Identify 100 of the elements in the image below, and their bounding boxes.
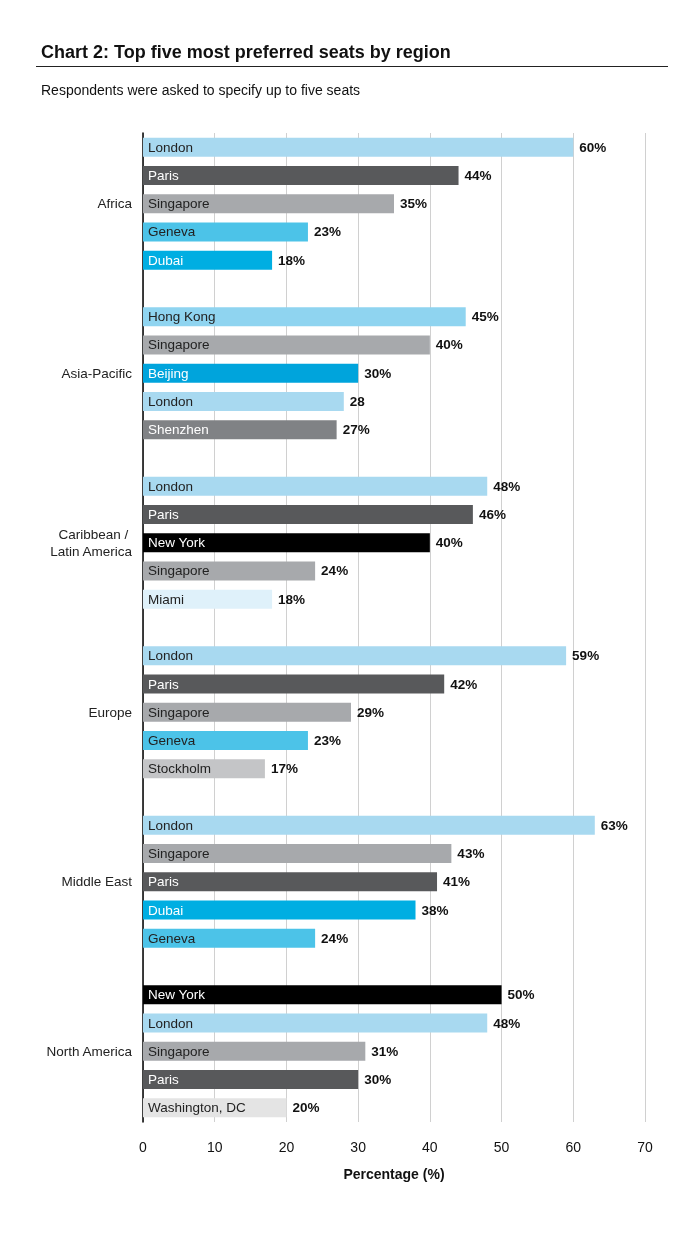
data-label: 38% (421, 902, 449, 918)
text: Caribbean / Latin America (50, 526, 133, 559)
text: Africa (97, 196, 133, 212)
y-tick-label: Geneva (148, 733, 196, 749)
y-tick-label: London (148, 393, 194, 409)
data-label: 40% (435, 337, 463, 353)
y-tick-label: Geneva (148, 930, 196, 946)
data-label: 43% (457, 846, 485, 862)
y-tick-label: Paris (148, 1072, 180, 1088)
data-label: 45% (471, 309, 499, 325)
data-label: 18% (278, 252, 306, 268)
bar (143, 844, 452, 864)
y-tick-label: New York (148, 987, 206, 1003)
y-tick-label: Paris (148, 167, 180, 183)
x-tick-label: 20 (278, 1139, 295, 1155)
data-label: 46% (478, 506, 506, 522)
y-tick-label: London (148, 1015, 194, 1031)
bar (143, 872, 438, 892)
y-tick-label: Singapore (148, 1043, 210, 1059)
y-tick-label: Geneva (148, 224, 196, 240)
bar (143, 307, 466, 327)
chart-title: Chart 2: Top five most preferred seats by region (41, 42, 451, 62)
y-tick-label: Shenzhen (148, 422, 209, 438)
bar (143, 194, 394, 214)
bar (143, 137, 574, 157)
y-tick-label: Singapore (148, 704, 210, 720)
data-label: 20% (292, 1100, 320, 1116)
data-label: 23% (313, 224, 341, 240)
data-label: 28 (349, 393, 366, 409)
x-tick-label: 0 (139, 1139, 148, 1155)
data-label: 44% (464, 167, 492, 183)
bar (143, 646, 567, 666)
data-label: 23% (313, 733, 341, 749)
bar (143, 589, 273, 609)
bar (143, 335, 430, 355)
data-label: 48% (493, 1015, 521, 1031)
y-tick-label: Dubai (148, 252, 184, 268)
text: North America (46, 1043, 133, 1059)
data-label: 59% (572, 648, 600, 664)
text: Middle East (61, 874, 133, 890)
bar (143, 363, 359, 383)
data-label: 17% (270, 761, 298, 777)
x-tick-label: 50 (493, 1139, 510, 1155)
y-tick-label: London (148, 648, 194, 664)
data-label: 31% (371, 1043, 399, 1059)
y-tick-label: Singapore (148, 337, 210, 353)
data-label: 30% (364, 365, 392, 381)
data-label: 41% (443, 874, 471, 890)
x-tick-label: 40 (422, 1139, 438, 1155)
bar (143, 702, 351, 722)
data-label: 63% (600, 817, 628, 833)
y-tick-label: Dubai (148, 902, 184, 918)
data-label: 29% (356, 704, 384, 720)
data-label: 18% (278, 591, 306, 607)
text: Asia-Pacific (61, 365, 133, 381)
bar (143, 222, 308, 242)
bar (143, 476, 488, 496)
bar (143, 674, 445, 694)
y-tick-label: London (148, 817, 194, 833)
bar (143, 900, 416, 920)
x-tick-label: 60 (565, 1139, 582, 1155)
data-label: 24% (321, 563, 349, 579)
bar (143, 928, 316, 948)
y-tick-label: Hong Kong (148, 309, 216, 325)
y-tick-label: Singapore (148, 563, 210, 579)
bar (143, 1070, 359, 1090)
bar (143, 1013, 488, 1033)
data-label: 30% (364, 1072, 392, 1088)
data-label: 60% (579, 139, 607, 155)
y-tick-label: Paris (148, 874, 180, 890)
data-label: 50% (507, 987, 535, 1003)
y-tick-label: London (148, 139, 194, 155)
text: Europe (88, 704, 132, 720)
x-tick-label: 10 (206, 1139, 223, 1155)
chart-subtitle: Respondents were asked to specify up to five seats (41, 82, 361, 98)
y-tick-label: Paris (148, 676, 180, 692)
y-tick-label: Miami (148, 591, 184, 607)
y-tick-label: New York (148, 535, 206, 551)
y-tick-label: Washington, DC (148, 1100, 247, 1116)
bar (143, 250, 273, 270)
y-tick-label: Beijing (148, 365, 189, 381)
data-label: 42% (450, 676, 478, 692)
y-tick-label: Stockholm (148, 761, 212, 777)
data-label: 27% (342, 422, 370, 438)
y-tick-label: Paris (148, 506, 180, 522)
x-axis-title: Percentage (%) (343, 1166, 445, 1182)
bar (143, 815, 595, 835)
data-label: 35% (400, 196, 428, 212)
data-label: 48% (493, 478, 521, 494)
y-tick-label: London (148, 478, 194, 494)
bar (143, 1041, 366, 1061)
bar (143, 731, 308, 751)
y-tick-label: Singapore (148, 196, 210, 212)
data-label: 24% (321, 930, 349, 946)
bar (143, 504, 473, 524)
bar (143, 165, 459, 185)
bar (143, 391, 344, 411)
x-tick-label: 30 (350, 1139, 367, 1155)
bar (143, 420, 337, 440)
data-label: 40% (435, 535, 463, 551)
